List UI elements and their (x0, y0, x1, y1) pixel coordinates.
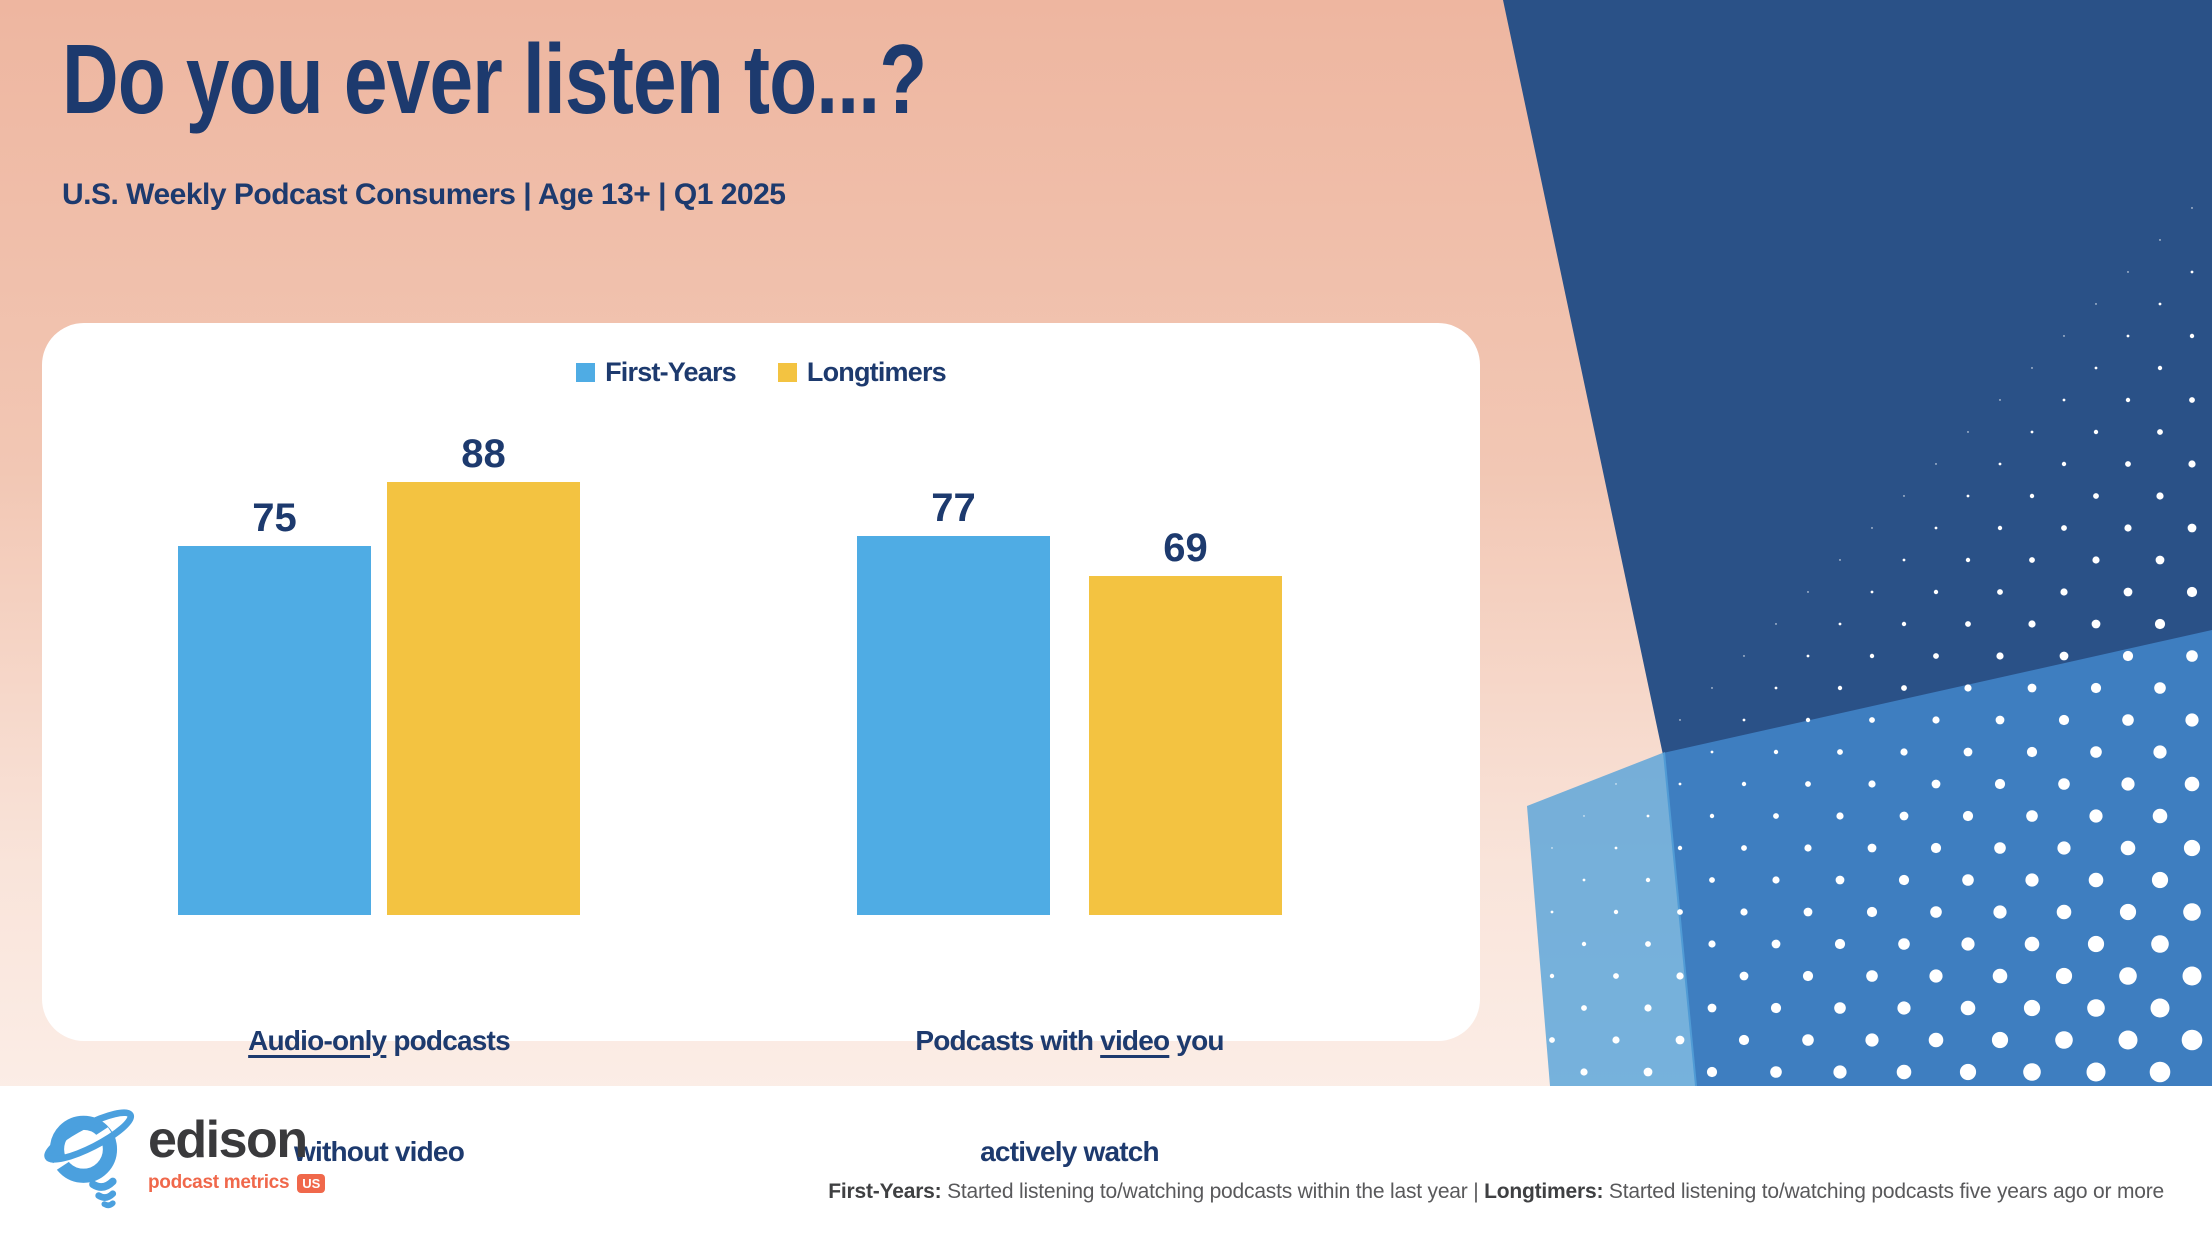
bar-group-video: 77 69 (857, 488, 1282, 915)
bar-value-video-first-years: 77 (931, 486, 976, 530)
bar-value-audio-first-years: 75 (252, 496, 297, 540)
blue-polygon (1663, 630, 2212, 1086)
bar-rect-video-longtimers (1089, 576, 1282, 915)
category-label-audio-line2: without video (293, 1136, 465, 1167)
footnote-term-first-years: First-Years: (828, 1180, 942, 1203)
footnote-term-longtimers: Longtimers: (1478, 1180, 1604, 1203)
bar-video-first-years: 77 (857, 488, 1050, 915)
bar-rect-audio-longtimers (387, 482, 580, 915)
legend-item-longtimers: Longtimers (777, 357, 947, 388)
edison-tagline: podcast metrics US (148, 1172, 326, 1194)
edison-logo: edison podcast metrics US (40, 1096, 326, 1212)
legend-item-first-years: First-Years (576, 357, 737, 388)
light-blue-polygon (1527, 752, 1697, 1086)
footnote: First-Years: Started listening to/watchi… (828, 1180, 2164, 1203)
chart-card: First-Years Longtimers 75 88 77 (42, 323, 1480, 1167)
edison-logo-text: edison podcast metrics US (148, 1096, 326, 1212)
bar-audio-first-years: 75 (178, 498, 371, 915)
halftone-dots (1517, 207, 2203, 1083)
edison-tagline-text: podcast metrics (148, 1172, 290, 1193)
bar-rect-video-first-years (857, 536, 1050, 915)
bar-value-audio-longtimers: 88 (461, 432, 506, 476)
category-label-audio-line1: Audio-only podcasts (248, 1025, 511, 1056)
edison-us-badge: US (297, 1173, 326, 1193)
bar-group-audio-only: 75 88 (178, 434, 580, 915)
bar-video-longtimers: 69 (1089, 528, 1282, 915)
footer-band (0, 1086, 2212, 1238)
bar-rect-audio-first-years (178, 546, 371, 915)
bar-audio-longtimers: 88 (387, 434, 580, 915)
category-label-video-line2: actively watch (980, 1136, 1159, 1167)
chart-legend: First-Years Longtimers (42, 357, 1480, 388)
legend-label-longtimers: Longtimers (806, 357, 947, 387)
bar-value-video-longtimers: 69 (1163, 526, 1208, 570)
legend-label-first-years: First-Years (605, 357, 737, 387)
slide-subtitle: U.S. Weekly Podcast Consumers | Age 13+ … (62, 178, 786, 211)
edison-planet-icon (44, 1109, 135, 1209)
slide-title: Do you ever listen to...? (62, 24, 927, 134)
category-label-video-line1: Podcasts with video you (915, 1025, 1224, 1056)
category-label-audio-only: Audio-only podcasts without video (178, 948, 580, 1238)
footnote-separator: | (1473, 1180, 1479, 1203)
legend-swatch-longtimers (777, 363, 797, 382)
navy-polygon (1503, 0, 2212, 755)
legend-swatch-first-years (576, 363, 596, 382)
edison-brand-name: edison (148, 1111, 308, 1169)
category-label-video: Podcasts with video you actively watch (857, 948, 1282, 1238)
